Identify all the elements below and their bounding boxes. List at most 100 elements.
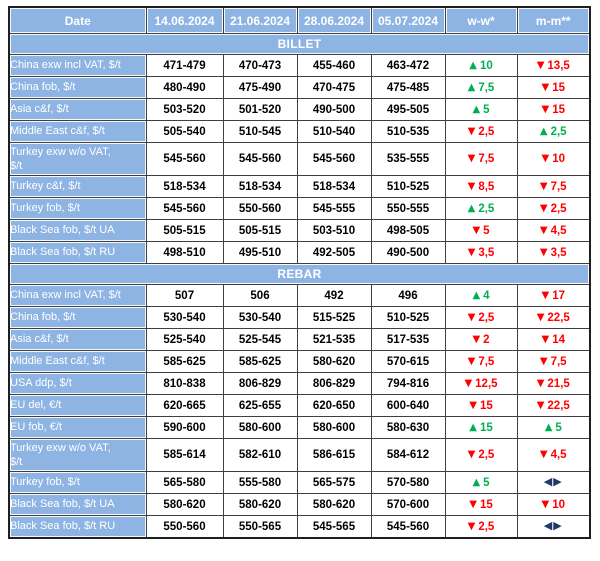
week-change-cell: ▼ 3,5 (444, 241, 518, 264)
table-row: Turkey fob, $/t 545-560 550-560 545-555 550-… (8, 197, 591, 220)
table-row: Turkey exw w/o VAT, $/t 545-560 545-560 545… (8, 142, 591, 176)
change-value: 7,5 (550, 180, 567, 193)
row-label: Middle East c&f, $/t (8, 350, 147, 373)
month-change-cell: ▼ 3,5 (516, 241, 591, 264)
change-value: 2,5 (478, 449, 495, 461)
month-change-cell: ▼ 4,5 (516, 438, 591, 472)
down-arrow-icon: ▼ (464, 377, 473, 389)
up-arrow-icon: ▲ (472, 476, 481, 488)
price-cell: 490-500 (296, 98, 372, 121)
change-value: 7,5 (478, 355, 495, 368)
row-label: Asia c&f, $/t (8, 98, 147, 121)
change-value: 2,5 (478, 520, 495, 533)
month-change-cell: ▲ 5 (516, 416, 591, 439)
price-cell: 580-600 (222, 416, 298, 439)
change-value: 13,5 (547, 59, 570, 72)
price-cell: 806-829 (296, 372, 372, 395)
row-label-text: Middle East c&f, $/t (10, 355, 105, 368)
change-value: 2,5 (478, 202, 495, 215)
price-cell: 585-625 (145, 350, 224, 373)
header-row: Date 14.06.2024 21.06.2024 28.06.2024 05.07.… (8, 6, 591, 34)
up-arrow-icon: ▲ (469, 421, 477, 433)
table-row: Middle East c&f, $/t 505-540 510-545 510-54… (8, 120, 591, 143)
down-arrow-icon: ▼ (467, 355, 476, 367)
change-value: 7,5 (478, 81, 495, 94)
row-label-text: China fob, $/t (10, 311, 76, 324)
change-value: 3,5 (550, 246, 567, 259)
down-arrow-icon: ▼ (469, 399, 477, 411)
row-label-text: USA ddp, $/t (10, 377, 72, 390)
column-header: 05.07.2024 (370, 6, 446, 34)
down-arrow-icon: ▼ (536, 399, 545, 411)
price-cell: 503-510 (296, 219, 372, 242)
price-cell: 580-620 (145, 493, 224, 516)
price-cell: 501-520 (222, 98, 298, 121)
table-row: Black Sea fob, $/t UA 505-515 505-515 503-5… (8, 219, 591, 242)
month-change-cell: ▼ 21,5 (516, 372, 591, 395)
price-cell: 794-816 (370, 372, 446, 395)
change-value: 2,5 (478, 311, 495, 324)
change-value: 15 (552, 81, 565, 94)
price-cell: 506 (222, 284, 298, 307)
price-cell: 586-615 (296, 438, 372, 472)
price-cell: 570-580 (370, 471, 446, 494)
price-cell: 507 (145, 284, 224, 307)
price-cell: 503-520 (145, 98, 224, 121)
month-change-cell: ▼ 14 (516, 328, 591, 351)
change-value: 17 (552, 289, 565, 302)
price-cell: 496 (370, 284, 446, 307)
month-change-cell: ▼ 7,5 (516, 175, 591, 198)
price-cell: 545-560 (296, 142, 372, 176)
down-arrow-icon: ▼ (472, 333, 481, 345)
down-arrow-icon: ▼ (467, 520, 476, 532)
section-row: BILLET (8, 33, 591, 55)
price-cell: 620-650 (296, 394, 372, 417)
month-change-cell: ▼ 13,5 (516, 54, 591, 77)
down-arrow-icon: ▼ (536, 377, 545, 389)
price-cell: 530-540 (145, 306, 224, 329)
table-row: China fob, $/t 480-490 475-490 470-475 475-4… (8, 76, 591, 99)
change-value: 5 (483, 103, 490, 116)
table-row: China fob, $/t 530-540 530-540 515-525 510-5… (8, 306, 591, 329)
price-cell: 471-479 (145, 54, 224, 77)
row-label-text: Asia c&f, $/t (10, 103, 69, 116)
table-row: EU fob, €/t 590-600 580-600 580-600 580-630 ▲… (8, 416, 591, 439)
price-cell: 492 (296, 284, 372, 307)
down-arrow-icon: ▼ (539, 224, 548, 236)
price-cell: 521-535 (296, 328, 372, 351)
down-arrow-icon: ▼ (467, 311, 476, 323)
price-cell: 517-535 (370, 328, 446, 351)
price-cell: 518-534 (296, 175, 372, 198)
neutral-arrow-icon: ◀▶ (543, 519, 563, 532)
week-change-cell: ▼ 7,5 (444, 142, 518, 176)
row-label: Black Sea fob, $/t RU (8, 515, 147, 539)
row-label-text: Turkey c&f, $/t (10, 180, 81, 193)
week-change-cell: ▲ 10 (444, 54, 518, 77)
row-label: EU fob, €/t (8, 416, 147, 439)
price-cell: 510-540 (296, 120, 372, 143)
column-header: 21.06.2024 (222, 6, 298, 34)
price-cell: 550-560 (222, 197, 298, 220)
month-change-cell: ▼ 22,5 (516, 394, 591, 417)
table-body: BILLET China exw incl VAT, $/t 471-479 470-… (8, 33, 591, 539)
change-value: 22,5 (547, 399, 570, 412)
up-arrow-icon: ▲ (539, 125, 548, 137)
price-cell: 550-560 (145, 515, 224, 539)
row-label: USA ddp, $/t (8, 372, 147, 395)
month-change-cell: ▼ 4,5 (516, 219, 591, 242)
table-row: China exw incl VAT, $/t 471-479 470-473 455… (8, 54, 591, 77)
up-arrow-icon: ▲ (467, 81, 476, 93)
week-change-cell: ▼ 7,5 (444, 350, 518, 373)
change-value: 4,5 (550, 224, 567, 237)
week-change-cell: ▲ 7,5 (444, 76, 518, 99)
price-cell: 525-545 (222, 328, 298, 351)
up-arrow-icon: ▲ (467, 202, 476, 214)
change-value: 12,5 (475, 377, 498, 390)
price-cell: 492-505 (296, 241, 372, 264)
down-arrow-icon: ▼ (467, 180, 476, 192)
row-label: EU del, €/t (8, 394, 147, 417)
row-label-text: Turkey exw w/o VAT, $/t (10, 145, 111, 172)
down-arrow-icon: ▼ (539, 355, 548, 367)
down-arrow-icon: ▼ (541, 103, 550, 115)
row-label: Turkey c&f, $/t (8, 175, 147, 198)
